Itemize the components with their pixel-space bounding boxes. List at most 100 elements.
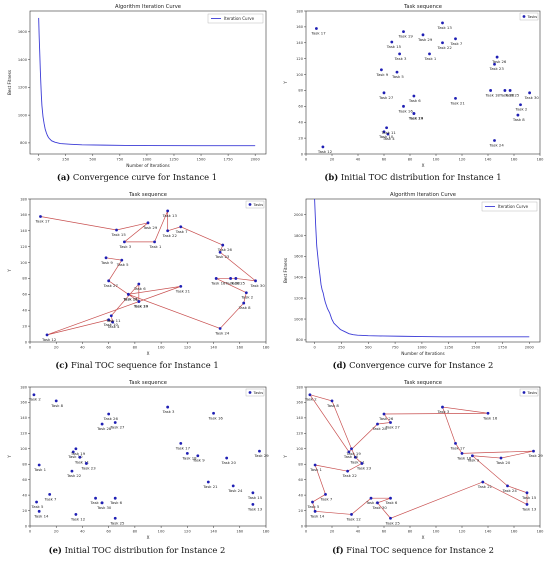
- task-point: [471, 454, 474, 458]
- legend-entry: Tasks: [253, 203, 264, 207]
- y-tick-label: 20: [298, 136, 303, 140]
- caption-b-label: (b): [324, 172, 339, 182]
- task-label: Task 5: [31, 504, 44, 509]
- task-label: Task 9: [375, 72, 388, 77]
- task-label: Task 26: [217, 247, 233, 252]
- task-label: Task 24: [227, 488, 243, 493]
- y-tick-label: 0: [301, 524, 304, 528]
- caption-b: (b) Initial TOC distribution for Instanc…: [278, 172, 548, 182]
- plot-area: [305, 386, 541, 527]
- task-label: Task 15: [111, 232, 127, 237]
- legend-swatch: [522, 15, 526, 18]
- task-label: Task 18: [485, 92, 501, 97]
- task-label: Task 25: [109, 520, 125, 525]
- x-axis-label: X: [422, 535, 425, 540]
- task-point: [412, 94, 416, 98]
- task-label: Task 6: [133, 286, 146, 291]
- task-point: [486, 411, 490, 415]
- task-point: [196, 454, 200, 458]
- task-label: Task 8: [50, 403, 63, 408]
- task-label: Task 8: [238, 305, 251, 310]
- task-label: Task 30: [372, 505, 388, 510]
- y-tick-label: 0: [25, 524, 28, 528]
- y-tick-label: 140: [296, 41, 304, 45]
- legend-entry: Tasks: [527, 391, 538, 395]
- task-label: Task 25: [504, 92, 520, 97]
- x-tick-label: 100: [158, 346, 166, 350]
- plot-area: [29, 198, 267, 343]
- x-tick-label: 120: [184, 346, 192, 350]
- task-label: Task 4: [365, 500, 378, 505]
- x-tick-label: 160: [511, 530, 519, 534]
- task-label: Task 30: [96, 505, 112, 510]
- task-label: Task 16: [482, 415, 498, 420]
- x-tick-label: 180: [537, 158, 545, 162]
- y-tick-label: 100: [20, 447, 28, 451]
- chart-f: Task sequence X Y 0 20 40 60 80 100 120 140 160 180 0…: [283, 380, 545, 540]
- x-tick-label: 250: [338, 346, 346, 350]
- legend-box: [245, 200, 265, 209]
- x-tick-label: 1750: [498, 346, 508, 350]
- x-tick-label: 2000: [525, 346, 535, 350]
- x-tick-label: 180: [537, 530, 545, 534]
- x-tick-label: 1000: [142, 158, 152, 162]
- task-point: [166, 405, 170, 409]
- task-point: [123, 240, 126, 244]
- caption-f-label: (f): [332, 545, 344, 555]
- x-tick-label: 140: [485, 158, 493, 162]
- task-label: Task 23: [80, 465, 96, 470]
- y-axis-label: Best Fitness: [7, 70, 12, 95]
- task-point: [84, 462, 88, 465]
- task-point: [251, 502, 255, 506]
- task-point: [382, 412, 386, 416]
- legend-box: [245, 388, 265, 397]
- task-label: Task 14: [33, 513, 49, 518]
- task-point: [70, 469, 74, 473]
- y-tick-label: 180: [296, 9, 304, 13]
- y-tick-label: 20: [22, 509, 27, 513]
- task-label: Task 28: [96, 426, 112, 431]
- task-point: [45, 333, 49, 337]
- y-tick-label: 160: [20, 213, 28, 217]
- x-tick-label: 100: [158, 530, 166, 534]
- x-tick-label: 750: [392, 346, 400, 350]
- y-tick-label: 160: [20, 401, 28, 405]
- caption-a: (a) Convergence curve for Instance 1: [2, 172, 272, 182]
- y-tick-label: 20: [298, 509, 303, 513]
- x-tick-label: 40: [356, 158, 361, 162]
- task-label: Task 10: [343, 454, 359, 459]
- task-point: [113, 496, 117, 500]
- task-point: [460, 452, 464, 455]
- y-tick-label: 60: [22, 293, 27, 297]
- x-tick-label: 80: [408, 158, 413, 162]
- task-point: [179, 225, 183, 229]
- task-point: [495, 55, 499, 59]
- task-label: Task 15: [521, 495, 537, 500]
- caption-a-text: Convergence curve for Instance 1: [72, 172, 218, 182]
- task-label: Task 23: [214, 254, 230, 259]
- x-tick-label: 750: [116, 158, 124, 162]
- task-label: Task 16: [398, 108, 414, 113]
- task-label: Task 22: [437, 45, 453, 50]
- task-point: [229, 277, 233, 280]
- task-label: Task 23: [356, 465, 372, 470]
- task-point: [74, 513, 78, 516]
- x-tick-label: 20: [54, 530, 59, 534]
- y-tick-label: 800: [296, 338, 304, 342]
- task-point: [389, 516, 392, 520]
- x-tick-label: 180: [263, 530, 271, 534]
- x-tick-label: 80: [133, 530, 138, 534]
- task-point: [454, 37, 457, 41]
- x-tick-label: 1000: [417, 346, 427, 350]
- task-point: [402, 30, 405, 34]
- route-line: [40, 210, 257, 336]
- y-tick-label: 1200: [294, 296, 304, 300]
- task-point: [37, 509, 41, 513]
- y-tick-label: 40: [22, 309, 27, 313]
- task-label: Task 5: [391, 74, 404, 79]
- task-point: [330, 399, 334, 403]
- x-axis-label: X: [147, 351, 150, 356]
- caption-e: (e) Initial TOC distribution for Instanc…: [2, 545, 272, 555]
- legend-swatch: [522, 391, 526, 394]
- task-label: Task 15: [386, 44, 402, 49]
